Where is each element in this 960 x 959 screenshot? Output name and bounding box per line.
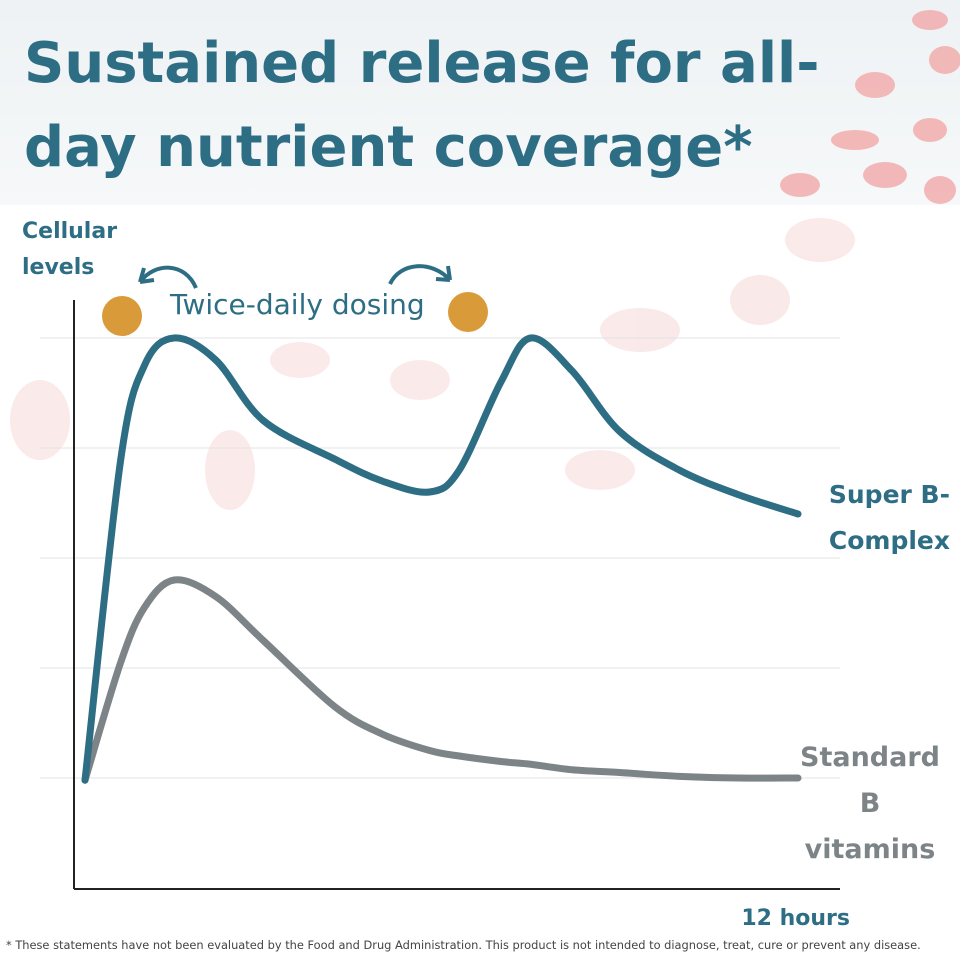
data-line xyxy=(81,576,802,784)
arrowhead xyxy=(138,267,155,284)
footnote: * These statements have not been evaluat… xyxy=(6,938,921,952)
data-line xyxy=(81,334,802,784)
series-label: Super B- Complex xyxy=(828,480,950,555)
grid xyxy=(40,337,840,779)
pill-icon xyxy=(102,296,142,336)
arrow xyxy=(388,264,452,285)
blood-cells-faint xyxy=(10,218,855,510)
arrowhead xyxy=(435,265,452,282)
annotation: Twice-daily dosing xyxy=(170,288,425,321)
title: Sustained release for all-day nutrient c… xyxy=(24,31,820,180)
arrow xyxy=(138,265,198,289)
x-axis-label: 12 hours xyxy=(741,906,850,931)
series-label: Standard B vitamins xyxy=(800,742,940,865)
plot xyxy=(81,334,802,784)
pill-icon xyxy=(448,292,488,332)
header-bg xyxy=(0,0,960,205)
y-axis-label: Cellular levels xyxy=(22,219,118,280)
blood-cells xyxy=(780,10,960,204)
